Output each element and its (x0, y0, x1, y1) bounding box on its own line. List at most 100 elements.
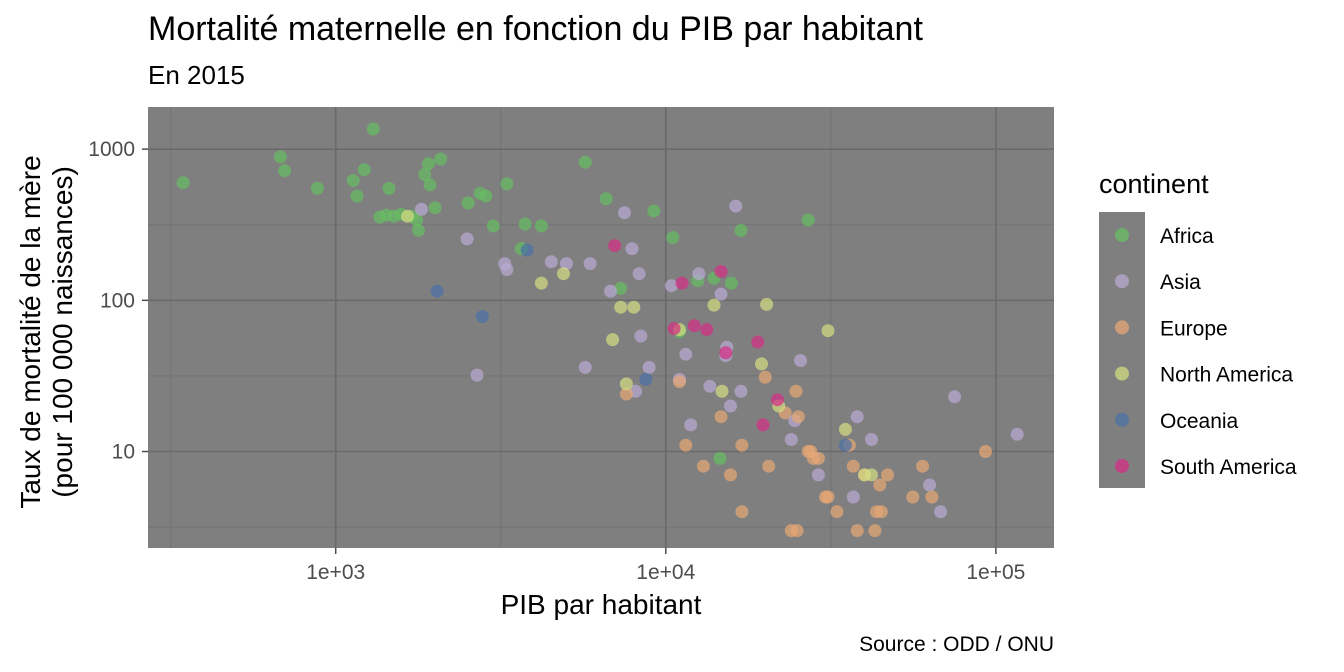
data-point (715, 384, 729, 398)
data-point (846, 459, 860, 473)
data-point (418, 168, 432, 181)
data-point (619, 387, 633, 401)
data-point (518, 217, 532, 231)
data-point (1010, 427, 1024, 441)
data-point (475, 310, 489, 324)
data-point (784, 433, 798, 446)
legend-label: Asia (1160, 271, 1201, 294)
data-point (791, 410, 805, 424)
data-point (755, 357, 768, 371)
data-point (606, 333, 620, 347)
legend-label: Africa (1160, 225, 1214, 248)
data-point (382, 181, 396, 195)
data-point (838, 422, 852, 436)
data-point (470, 368, 484, 382)
gridlines (148, 107, 1054, 548)
legend-key (1115, 274, 1129, 289)
data-point (632, 267, 646, 281)
y-tick-label: 10 (112, 441, 135, 464)
x-tick-label: 1e+05 (966, 561, 1025, 584)
data-point (310, 181, 324, 195)
series-asia (415, 199, 1024, 519)
data-point (534, 219, 548, 233)
data-point (850, 410, 864, 424)
data-point (578, 155, 592, 169)
data-points (176, 122, 1024, 538)
data-point (366, 122, 380, 136)
plot-panel (148, 107, 1054, 548)
data-point (868, 524, 882, 538)
data-point (604, 284, 617, 298)
x-axis-ticks: 1e+03 1e+04 1e+05 (306, 548, 1025, 584)
data-point (684, 418, 698, 432)
legend-label: Europe (1160, 317, 1228, 340)
data-point (679, 438, 693, 452)
data-point (350, 189, 364, 203)
y-tick-label: 100 (100, 289, 135, 312)
data-point (934, 505, 948, 519)
data-point (647, 204, 661, 218)
data-point (666, 231, 680, 245)
data-point (906, 490, 920, 504)
legend-title: continent (1099, 169, 1209, 199)
data-point (357, 163, 371, 177)
data-point (925, 490, 939, 504)
data-point (534, 276, 548, 290)
legend-key (1115, 459, 1129, 473)
data-point (422, 157, 435, 171)
data-point (811, 468, 825, 482)
data-point (734, 384, 748, 398)
legend-key (1115, 320, 1129, 335)
data-point (724, 468, 737, 482)
data-point (618, 206, 631, 220)
y-axis-title-line-1: Taux de mortalité de la mère (15, 155, 46, 508)
series-north-america (401, 209, 878, 482)
data-point (821, 324, 835, 338)
data-point (639, 372, 653, 386)
data-point (608, 239, 622, 253)
data-point (729, 199, 743, 213)
data-point (500, 177, 514, 191)
data-point (865, 468, 878, 482)
data-point (703, 379, 717, 393)
data-point (460, 232, 474, 246)
data-point (714, 265, 728, 278)
chart-title: Mortalité maternelle en fonction du PIB … (148, 10, 923, 48)
legend-label: North America (1160, 364, 1293, 387)
data-point (428, 201, 442, 215)
y-axis-ticks: 10 100 1000 (88, 138, 148, 464)
data-point (461, 196, 475, 210)
data-point (758, 370, 772, 384)
legend-key-background (1099, 212, 1145, 488)
data-point (735, 505, 749, 519)
data-point (430, 284, 444, 298)
data-point (948, 390, 962, 404)
data-point (979, 445, 992, 458)
data-point (714, 410, 728, 424)
data-point (771, 393, 784, 407)
legend-label: South America (1160, 456, 1297, 479)
data-point (599, 192, 613, 206)
data-point (724, 276, 738, 290)
x-tick-label: 1e+04 (636, 561, 695, 584)
data-point (811, 451, 825, 465)
data-point (479, 189, 493, 203)
data-point (692, 267, 706, 281)
data-point (830, 505, 844, 519)
data-point (578, 360, 592, 374)
legend-key (1115, 228, 1129, 242)
data-point (176, 176, 190, 190)
data-point (486, 219, 500, 233)
data-point (401, 209, 414, 223)
data-point (923, 478, 937, 492)
data-point (673, 375, 686, 389)
data-point (762, 459, 776, 473)
data-point (789, 384, 803, 398)
data-point (714, 287, 728, 301)
data-point (278, 164, 292, 178)
data-point (559, 257, 573, 271)
data-point (500, 263, 514, 276)
series-south-america (608, 239, 784, 432)
data-point (846, 490, 860, 504)
data-point (346, 174, 360, 187)
